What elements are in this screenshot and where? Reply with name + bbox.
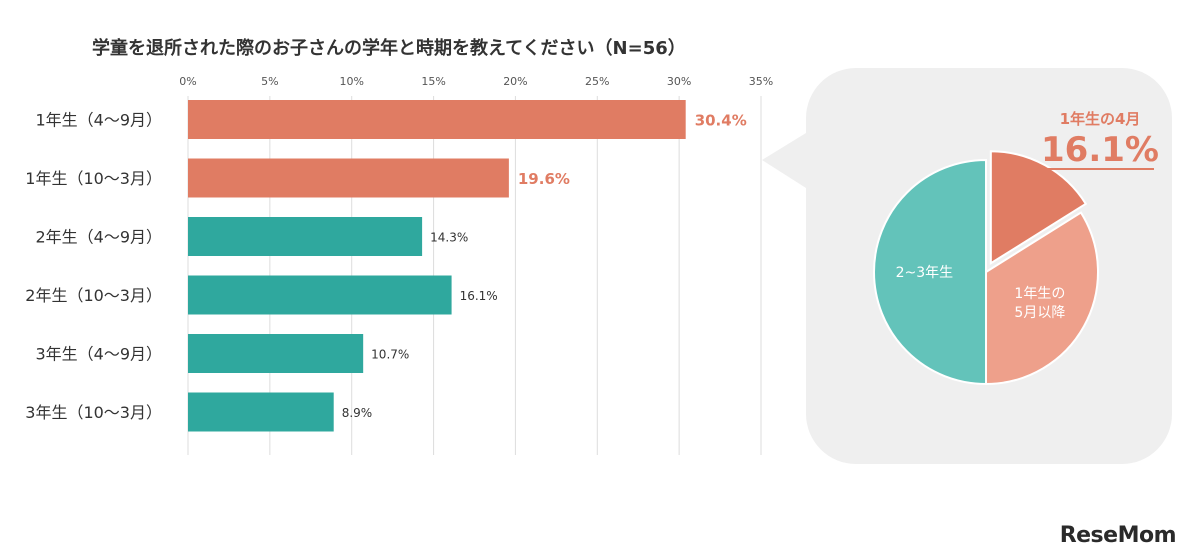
- callout-value: 16.1%: [1041, 130, 1159, 170]
- category-label: 3年生（4〜9月）: [35, 345, 162, 364]
- data-label: 8.9%: [342, 406, 373, 420]
- callout-pointer: [762, 133, 806, 188]
- x-tick-label: 15%: [421, 75, 445, 88]
- x-tick-label: 0%: [179, 75, 196, 88]
- category-label: 2年生（10〜3月）: [25, 286, 162, 305]
- pie-slice: [989, 150, 1088, 266]
- chart-title: 学童を退所された際のお子さんの学年と時期を教えてください（N=56）: [92, 38, 686, 59]
- x-tick-label: 25%: [585, 75, 609, 88]
- x-tick-label: 10%: [339, 75, 363, 88]
- bar-chart: 0% 5% 10% 15% 20% 25% 30% 35% 1年生（4〜9月） 30.4% 1年生（…: [25, 75, 773, 455]
- bar: [188, 158, 509, 198]
- bar: [188, 334, 364, 373]
- category-label: 2年生（4〜9月）: [35, 228, 162, 247]
- bar: [188, 275, 452, 315]
- data-label: 10.7%: [371, 348, 409, 362]
- category-label: 1年生（4〜9月）: [35, 111, 162, 130]
- x-tick-label: 30%: [667, 75, 691, 88]
- callout-bubble: [806, 68, 1172, 464]
- x-tick-label: 20%: [503, 75, 527, 88]
- data-label: 14.3%: [430, 231, 468, 245]
- slice-label: 2~3年生: [896, 265, 954, 281]
- pie-slice: [985, 211, 1099, 386]
- category-label: 1年生（10〜3月）: [25, 169, 162, 188]
- slice-label-line: 5月以降: [1014, 305, 1065, 321]
- x-tick-label: 5%: [261, 75, 278, 88]
- x-tick-label: 35%: [749, 75, 773, 88]
- slice-label-line: 2~3年生: [896, 265, 954, 281]
- bar: [188, 100, 686, 139]
- data-label: 19.6%: [518, 170, 570, 188]
- callout-label: 1年生の4月: [1060, 110, 1141, 128]
- pie-chart-panel: 1年生の 5月以降 2~3年生 1年生の4月 16.1%: [762, 68, 1172, 464]
- data-label: 16.1%: [460, 289, 498, 303]
- category-label: 3年生（10〜3月）: [25, 403, 162, 422]
- data-label: 30.4%: [695, 112, 747, 130]
- bar: [188, 392, 334, 432]
- resemom-logo: ReseMom: [1059, 523, 1177, 548]
- bar: [188, 217, 423, 256]
- pie-slice: [873, 158, 987, 386]
- slice-label-line: 1年生の: [1014, 286, 1065, 302]
- slice-label: 1年生の 5月以降: [1014, 286, 1065, 321]
